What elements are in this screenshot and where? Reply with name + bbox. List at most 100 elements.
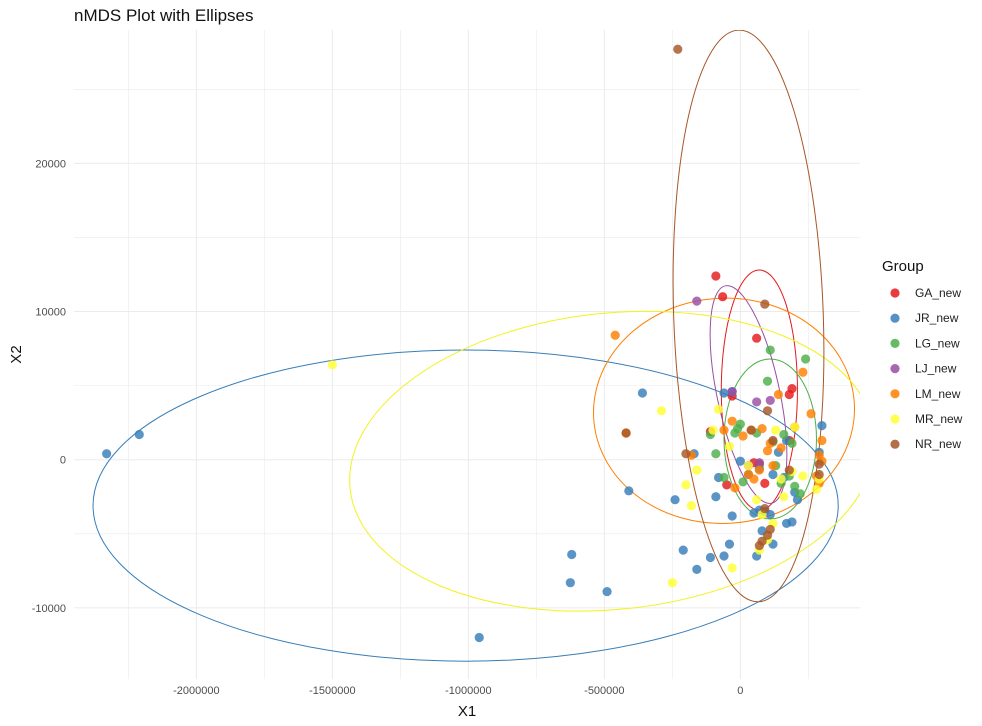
ellipse-LM_new (593, 297, 856, 524)
legend-label-LM_new: LM_new (915, 387, 961, 401)
legend-label-JR_new: JR_new (915, 311, 959, 325)
point-MR_new (727, 563, 737, 573)
point-LM_new (773, 389, 784, 400)
point-GA_new (722, 480, 732, 490)
x-tick-label: -1000000 (445, 685, 492, 697)
point-NR_new (814, 469, 824, 480)
point-LG_new (733, 423, 743, 434)
point-MR_new (790, 422, 800, 432)
point-MR_new (686, 501, 696, 511)
point-LM_new (738, 431, 748, 441)
point-MR_new (743, 461, 754, 471)
point-LJ_new (727, 386, 737, 397)
legend-label-GA_new: GA_new (915, 286, 961, 300)
point-LM_new (730, 483, 740, 493)
legend: Group GA_new JR_new LG_new LJ_new LM_new MR_ne… (882, 258, 963, 451)
point-LG_new (762, 376, 773, 386)
point-NR_new (765, 524, 775, 534)
point-LM_new (719, 425, 729, 435)
point-NR_new (621, 428, 631, 438)
point-NR_new (762, 406, 773, 416)
point-MR_new (681, 480, 691, 490)
point-JR_new (711, 492, 721, 502)
point-JR_new (692, 564, 702, 574)
y-tick-label: 10000 (35, 307, 66, 319)
legend-title: Group (882, 258, 924, 275)
point-LM_new (768, 461, 778, 471)
legend-key-LJ_new (890, 364, 900, 374)
point-LJ_new (765, 395, 775, 406)
point-NR_new (760, 504, 770, 514)
y-tick-label: 20000 (35, 158, 66, 170)
point-JR_new (724, 539, 735, 549)
point-GA_new (711, 271, 721, 281)
ellipse-MR_new (349, 310, 860, 612)
point-JR_new (134, 429, 144, 440)
point-MR_new (752, 495, 762, 505)
point-JR_new (670, 495, 680, 505)
point-JR_new (719, 551, 729, 561)
legend-label-LG_new: LG_new (915, 336, 960, 350)
point-LG_new (787, 438, 797, 449)
grid (74, 30, 860, 679)
point-LM_new (749, 474, 759, 484)
point-MR_new (811, 484, 822, 494)
ellipse-LJ_new (709, 285, 788, 504)
y-tick-label: 0 (60, 455, 66, 467)
point-LM_new (776, 443, 786, 453)
legend-label-LJ_new: LJ_new (915, 362, 957, 376)
legend-label-MR_new: MR_new (915, 412, 963, 426)
point-MR_new (656, 406, 667, 416)
point-GA_new (718, 292, 728, 302)
legend-key-LG_new (890, 338, 900, 348)
point-MR_new (798, 471, 808, 481)
point-LM_new (806, 409, 816, 419)
point-LM_new (754, 465, 764, 475)
legend-key-GA_new (890, 288, 900, 298)
point-JR_new (624, 486, 634, 496)
ellipse-NR_new (672, 30, 825, 603)
point-LJ_new (754, 458, 764, 468)
legend-key-JR_new (890, 313, 900, 323)
point-JR_new (474, 632, 484, 643)
chart-title: nMDS Plot with Ellipses (74, 6, 254, 25)
ellipse-layer (92, 30, 860, 662)
point-LM_new (798, 367, 808, 377)
point-NR_new (784, 465, 794, 475)
point-NR_new (681, 449, 691, 459)
point-LM_new (757, 423, 767, 434)
point-LG_new (795, 489, 805, 499)
point-LG_new (765, 345, 775, 355)
point-JR_new (768, 469, 778, 480)
legend-key-MR_new (890, 414, 900, 424)
point-MR_new (692, 465, 702, 475)
point-LM_new (610, 330, 620, 340)
point-NR_new (768, 435, 778, 446)
point-JR_new (817, 421, 827, 431)
point-layer (102, 44, 827, 643)
x-tick-label: 0 (737, 685, 743, 697)
point-GA_new (784, 389, 794, 400)
point-MR_new (779, 492, 789, 502)
point-JR_new (678, 545, 688, 555)
point-MR_new (713, 404, 724, 414)
point-LG_new (711, 449, 721, 459)
y-tick-label: -10000 (32, 603, 66, 615)
point-NR_new (814, 459, 824, 469)
x-tick-label: -2000000 (173, 685, 220, 697)
point-JR_new (567, 549, 577, 560)
point-MR_new (667, 578, 677, 588)
point-JR_new (705, 552, 716, 563)
point-GA_new (760, 478, 770, 489)
point-MR_new (724, 441, 735, 451)
point-MR_new (708, 425, 718, 435)
point-NR_new (746, 425, 756, 435)
y-axis-title: X2 (8, 345, 25, 363)
point-LG_new (719, 472, 729, 483)
legend-label-NR_new: NR_new (915, 437, 961, 451)
point-NR_new (760, 299, 770, 309)
x-axis-title: X1 (458, 703, 476, 720)
point-JR_new (602, 586, 612, 597)
point-JR_new (637, 388, 648, 398)
point-LG_new (790, 481, 800, 491)
